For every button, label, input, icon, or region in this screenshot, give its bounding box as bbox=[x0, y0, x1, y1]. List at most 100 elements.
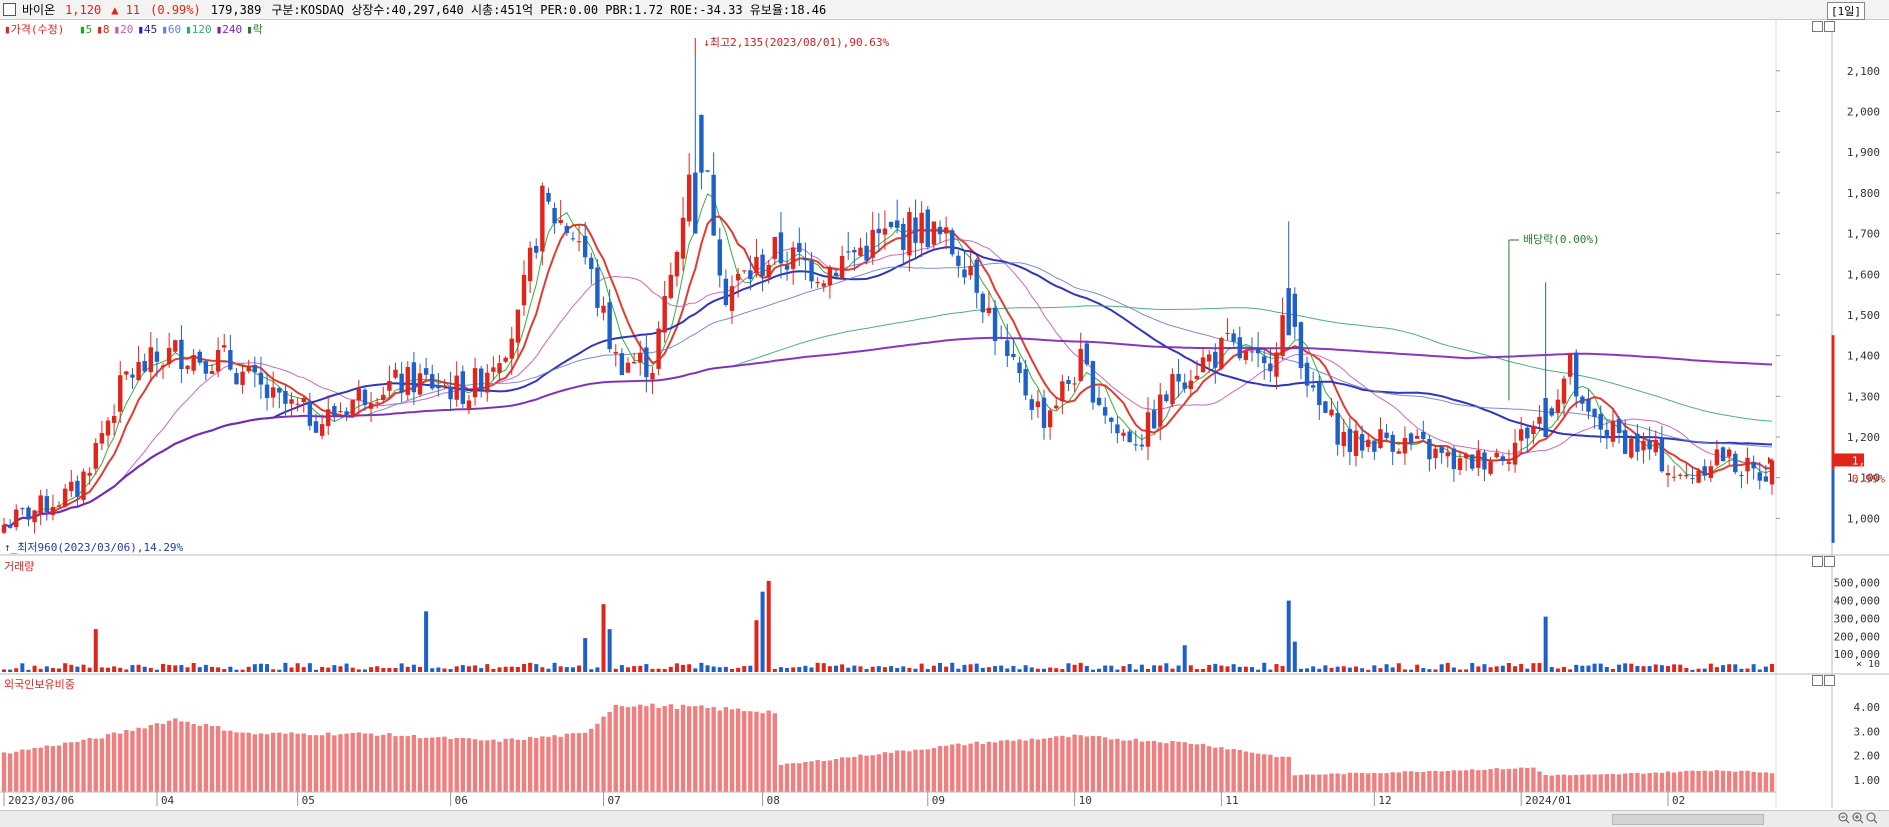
foreign-bar bbox=[1757, 772, 1762, 792]
legend-price[interactable]: ▮가격(수정) bbox=[4, 23, 65, 36]
volume-close-icon[interactable] bbox=[1824, 556, 1835, 567]
x-tick-label: 04 bbox=[161, 794, 175, 807]
foreign-bar bbox=[625, 707, 631, 792]
panel-restore-icon[interactable] bbox=[1812, 21, 1823, 32]
volume-bar bbox=[1757, 669, 1762, 672]
volume-bar bbox=[1458, 669, 1462, 672]
legend-item-6[interactable]: ▮240 bbox=[215, 23, 243, 36]
candle-body bbox=[56, 505, 62, 507]
price-tick-label: 1,000 bbox=[1847, 512, 1880, 525]
candle-body bbox=[460, 371, 466, 405]
volume-bar bbox=[69, 664, 74, 672]
scrollbar-thumb[interactable] bbox=[1612, 814, 1764, 825]
foreign-bar bbox=[1219, 747, 1224, 792]
candle-body bbox=[258, 372, 264, 385]
volume-bar bbox=[1690, 669, 1695, 672]
foreign-bar bbox=[766, 710, 771, 792]
candle-body bbox=[1335, 413, 1340, 445]
volume-bar bbox=[246, 666, 251, 672]
price-tick-label: 1,700 bbox=[1847, 228, 1880, 241]
volume-bar bbox=[124, 669, 129, 672]
foreign-bar bbox=[436, 737, 441, 792]
volume-bar bbox=[301, 667, 306, 672]
legend-item-0[interactable]: ▮5 bbox=[78, 23, 93, 36]
legend-item-5[interactable]: ▮120 bbox=[185, 23, 212, 36]
zoom-out-icon[interactable] bbox=[1838, 812, 1850, 824]
volume-bar bbox=[534, 664, 539, 672]
legend-item-1[interactable]: ▮8 bbox=[96, 23, 110, 36]
legend-item-2[interactable]: ▮20 bbox=[113, 23, 134, 36]
volume-bar bbox=[1035, 668, 1040, 672]
foreign-bar bbox=[1549, 775, 1554, 792]
volume-bar bbox=[1513, 666, 1518, 672]
zoom-reset-icon[interactable] bbox=[1866, 812, 1878, 824]
foreign-bar bbox=[699, 705, 704, 792]
volume-bar bbox=[1017, 669, 1022, 672]
foreign-bar bbox=[1139, 741, 1145, 792]
volume-bar bbox=[26, 669, 31, 672]
foreign-bar bbox=[919, 749, 924, 792]
candle-body bbox=[466, 400, 472, 409]
legend-item-7[interactable]: ▮락 bbox=[246, 23, 263, 36]
candle-body bbox=[50, 507, 56, 515]
candle-body bbox=[1188, 380, 1194, 390]
candle-body bbox=[1304, 362, 1310, 386]
volume-bar bbox=[1011, 665, 1016, 672]
foreign-bar bbox=[1286, 756, 1291, 792]
foreign-bar bbox=[980, 743, 986, 792]
candle-body bbox=[1005, 340, 1010, 356]
volume-bar bbox=[1678, 664, 1683, 672]
foreign-bar bbox=[1047, 737, 1053, 792]
foreign-bar bbox=[20, 749, 25, 792]
candle-body bbox=[943, 227, 949, 234]
legend-item-3[interactable]: ▮45 bbox=[137, 23, 158, 36]
foreign-bar bbox=[521, 739, 527, 792]
foreign-bar bbox=[742, 711, 747, 792]
foreign-bar bbox=[833, 758, 839, 792]
foreign-close-icon[interactable] bbox=[1824, 675, 1835, 686]
foreign-bar bbox=[399, 735, 404, 792]
foreign-bar bbox=[540, 736, 545, 792]
period-selector[interactable]: [1일] bbox=[1827, 2, 1865, 20]
candle-body bbox=[307, 401, 313, 426]
volume-bar bbox=[632, 666, 637, 672]
candle-body bbox=[1482, 452, 1487, 470]
foreign-bar bbox=[1262, 754, 1267, 792]
volume-bar bbox=[240, 669, 245, 672]
volume-bar bbox=[736, 667, 741, 672]
volume-restore-icon[interactable] bbox=[1812, 556, 1823, 567]
foreign-bar bbox=[680, 704, 686, 792]
volume-bar bbox=[515, 667, 520, 672]
foreign-bar bbox=[1641, 773, 1646, 792]
candle-body bbox=[1237, 337, 1242, 359]
candle-body bbox=[521, 274, 527, 306]
foreign-bar bbox=[1304, 774, 1310, 792]
panel-close-icon[interactable] bbox=[1824, 21, 1835, 32]
foreign-bar bbox=[1555, 774, 1561, 792]
candle-body bbox=[1745, 457, 1750, 472]
volume-bar bbox=[1421, 668, 1426, 672]
foreign-bar bbox=[1751, 771, 1756, 792]
foreign-bar bbox=[448, 739, 453, 792]
volume-bar bbox=[1733, 664, 1738, 672]
foreign-bar bbox=[466, 738, 472, 792]
foreign-bar bbox=[405, 736, 410, 792]
foreign-bar bbox=[1439, 771, 1444, 792]
volume-bar bbox=[2, 669, 6, 672]
volume-bar bbox=[809, 667, 814, 672]
legend-item-4[interactable]: ▮60 bbox=[161, 23, 182, 36]
volume-bar bbox=[1182, 645, 1187, 672]
volume-bar bbox=[1415, 664, 1420, 672]
foreign-bar bbox=[258, 733, 264, 792]
foreign-bar bbox=[1384, 773, 1389, 792]
candle-body bbox=[1622, 430, 1628, 454]
volume-bar bbox=[1201, 668, 1206, 672]
chart-scrollbar[interactable] bbox=[0, 810, 1889, 827]
foreign-restore-icon[interactable] bbox=[1812, 675, 1823, 686]
candle-body bbox=[1580, 396, 1585, 404]
zoom-in-icon[interactable] bbox=[1852, 812, 1864, 824]
header-checkbox[interactable] bbox=[3, 3, 16, 16]
volume-tick-label: 500,000 bbox=[1834, 577, 1880, 590]
candle-body bbox=[38, 495, 43, 514]
volume-bar bbox=[730, 668, 734, 672]
